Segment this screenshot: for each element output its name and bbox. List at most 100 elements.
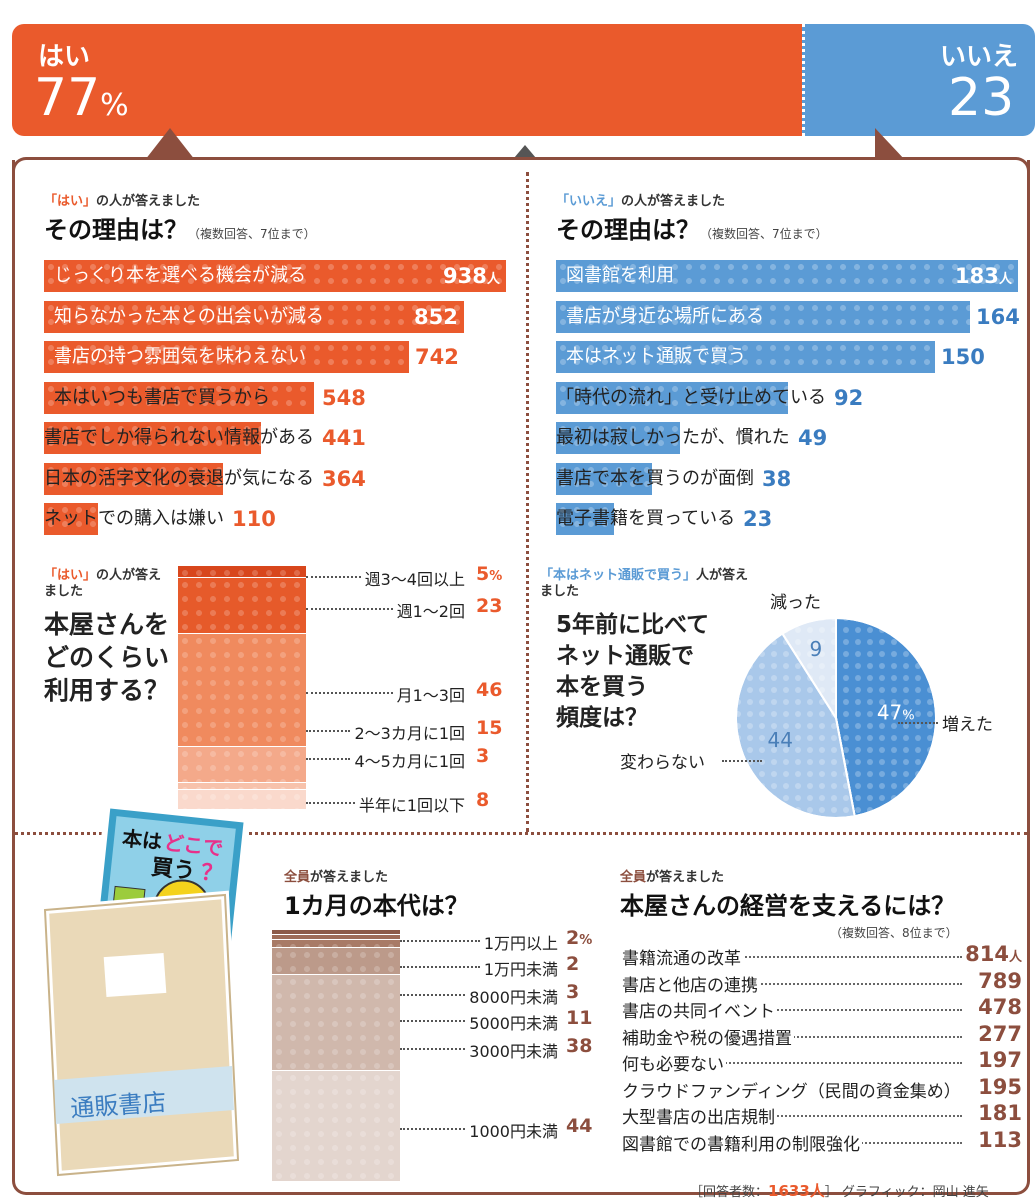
support-row: 書店と他店の連携 789: [622, 968, 1022, 996]
leader-line: [306, 758, 350, 760]
yes-reasons-title: その理由は？（複数回答、7位まで）: [44, 216, 316, 244]
frequency-title: 本屋さんをどのくらい利用する？: [44, 608, 169, 707]
bar-label: 知らなかった本との出会いが減る: [54, 305, 324, 327]
leader-line: [306, 692, 393, 694]
leader-line: [622, 1062, 962, 1064]
net-title-line: 頻度は？: [556, 705, 648, 731]
bar: [44, 300, 464, 333]
stack-segment: [178, 578, 306, 634]
net-title: 5年前に比べて ネット通販で 本を買う 頻度は？: [556, 610, 709, 734]
stack-segment: [178, 746, 306, 783]
stack-segment: [178, 634, 306, 746]
frequency-label: 週1～2回: [396, 602, 465, 621]
frequency-value: 15: [476, 717, 503, 739]
bar: [44, 341, 409, 373]
no-label: いいえ: [940, 42, 1019, 72]
no-reasons-tag: 「いいえ」の人が答えました: [556, 194, 726, 209]
frequency-label: 半年に1回以下: [358, 796, 465, 815]
support-value: 113: [978, 1127, 1022, 1152]
no-pointer: [875, 128, 905, 160]
bar: [556, 300, 970, 333]
bar-label: 本はいつも書店で買うから: [54, 386, 270, 408]
pie-label: 増えた: [942, 715, 993, 735]
banner-pointers: [145, 128, 905, 160]
leader-line: [400, 1128, 465, 1130]
bar-value: 150: [941, 345, 985, 369]
support-title: 本屋さんの経営を支えるには？: [620, 892, 956, 920]
support-label: 大型書店の出店規制: [622, 1103, 777, 1128]
leader-line: [622, 1009, 962, 1011]
bar-value: 548: [322, 385, 366, 410]
bar: [44, 260, 506, 292]
leader-line: [622, 982, 962, 985]
frequency-title-line: どのくらい: [44, 643, 170, 672]
support-label: 補助金や税の優遇措置: [622, 1023, 794, 1049]
bar-value: 441: [322, 426, 366, 450]
bar-label: 「時代の流れ」と受け止めている: [556, 386, 826, 408]
stack-segment: [178, 790, 306, 809]
bar-value: 364: [322, 466, 366, 491]
no-reasons-title: その理由は？（複数回答、7位まで）: [556, 216, 828, 244]
frequency-tag: 「はい」の人が答えました: [44, 568, 162, 599]
support-row: 補助金や税の優遇措置 277: [622, 1022, 1022, 1049]
bar: [44, 503, 98, 535]
no-banner: [802, 24, 1035, 136]
support-row: 大型書店の出店規制 181: [622, 1101, 1022, 1128]
pie-label: 減った: [770, 593, 821, 613]
frequency-title-line: 本屋さんを: [44, 610, 170, 639]
bar-value: 164: [976, 304, 1020, 329]
bar-label: 書店の持つ雰囲気を味わえない: [54, 346, 306, 367]
frequency-value: 23: [476, 595, 503, 617]
net-title-line: ネット通販で: [556, 643, 694, 669]
net-title-line: 本を買う: [556, 674, 648, 700]
leader-line: [622, 956, 962, 958]
frequency-label: 月1～3回: [396, 686, 465, 705]
monthly-value: 11: [566, 1007, 593, 1029]
monthly-label: 5000円未満: [469, 1014, 558, 1033]
frequency-title-line: 利用する？: [44, 676, 170, 705]
bar-label: 書店で本を買うのが面倒: [556, 467, 754, 489]
bar-value: 110: [232, 507, 276, 531]
yes-pointer: [145, 128, 195, 160]
net-tag: 「本はネット通販で買う」人が答えました: [540, 568, 749, 599]
frequency-label: 4～5カ月に1回: [354, 752, 465, 771]
bar: [44, 462, 223, 495]
monthly-label: 1000円未満: [469, 1122, 558, 1141]
bar-value: 92: [834, 385, 864, 410]
yes-banner: [12, 24, 802, 136]
frequency-value: 8: [476, 789, 490, 811]
yes-label: はい: [38, 42, 91, 72]
bar-value: 852: [414, 304, 458, 329]
bar: [556, 503, 614, 535]
monthly-value: 44: [566, 1115, 593, 1137]
bar-label: ネットでの購入は嫌い: [44, 508, 224, 529]
net-pie-chart: 47%449: [735, 616, 937, 819]
bar: [556, 381, 788, 414]
support-tag: 全員が答えました: [620, 870, 725, 885]
bar-label: 図書館を利用: [566, 265, 674, 286]
leader-line: [306, 730, 350, 732]
leader-line: [400, 940, 480, 942]
frequency-label: 週3～4回以上: [364, 570, 465, 589]
frame: [12, 160, 1030, 1195]
support-label: 書店と他店の連携: [622, 970, 760, 996]
support-value: 195: [978, 1074, 1022, 1099]
monthly-label: 1万円未満: [483, 960, 558, 979]
leader-line: [898, 722, 938, 724]
support-value: 789: [978, 968, 1022, 993]
bar-value: 938人: [443, 264, 500, 288]
bar-label: 電子書籍を買っている: [556, 508, 736, 529]
support-value: 181: [978, 1101, 1022, 1125]
bar: [44, 422, 261, 454]
leader-line: [400, 966, 480, 968]
leader-line: [722, 760, 762, 762]
stack-segment: [272, 1071, 400, 1181]
yes-value: 77%: [34, 68, 129, 128]
envelope-text: 通販書店: [69, 1088, 167, 1123]
support-row: 書籍流通の改革 814人: [622, 942, 1022, 969]
bar: [556, 260, 1018, 292]
stack-segment: [272, 940, 400, 947]
monthly-label: 8000円未満: [469, 988, 558, 1007]
support-note: （複数回答、8位まで）: [830, 926, 958, 940]
leader-line: [622, 1115, 962, 1117]
